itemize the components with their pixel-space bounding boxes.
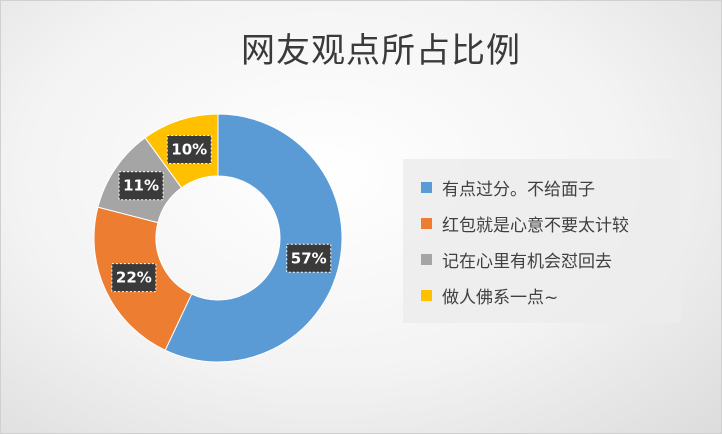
legend-label-4: 做人佛系一点~ <box>442 287 559 308</box>
legend-swatch-1 <box>421 181 432 193</box>
legend-label-3: 记在心里有机会怼回去 <box>442 251 612 272</box>
data-label-box-1 <box>286 243 332 273</box>
data-label-text-4: 10% <box>171 141 207 159</box>
legend-item-1: 有点过分。不给面子 <box>421 169 681 205</box>
data-label-text-2: 22% <box>116 269 152 287</box>
data-label-box-3 <box>118 171 164 201</box>
legend-swatch-4 <box>421 289 432 301</box>
legend-item-3: 记在心里有机会怼回去 <box>421 241 681 277</box>
data-label-box-2 <box>111 263 157 293</box>
legend-item-4: 做人佛系一点~ <box>421 277 681 313</box>
data-label-1: 57% <box>286 243 332 273</box>
legend-swatch-2 <box>421 217 432 229</box>
data-label-text-3: 11% <box>123 177 159 195</box>
legend-label-2: 红包就是心意不要太计较 <box>442 215 629 236</box>
data-label-4: 10% <box>166 135 212 165</box>
legend-label-1: 有点过分。不给面子 <box>442 179 595 200</box>
legend-item-2: 红包就是心意不要太计较 <box>421 205 681 241</box>
data-label-box-4 <box>166 135 212 165</box>
legend-swatch-3 <box>421 253 432 265</box>
data-label-2: 22% <box>111 263 157 293</box>
legend: 有点过分。不给面子 红包就是心意不要太计较 记在心里有机会怼回去 做人佛系一点~ <box>403 159 681 323</box>
data-label-3: 11% <box>118 171 164 201</box>
chart-title: 网友观点所占比例 <box>241 31 521 71</box>
donut-slice-1 <box>164 113 343 363</box>
data-label-text-1: 57% <box>291 249 327 267</box>
